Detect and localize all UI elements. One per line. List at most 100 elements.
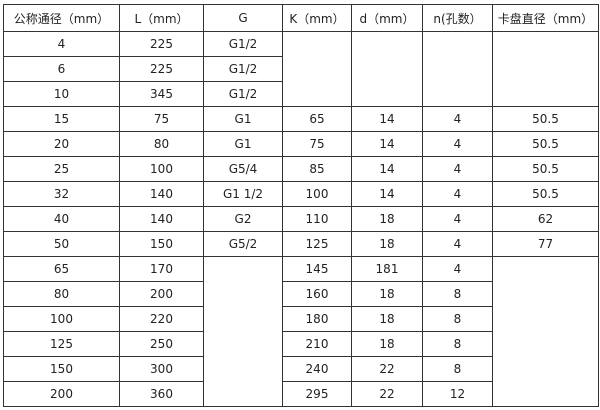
cell-d: 14 [351,131,423,157]
specification-table: 公称通径（mm） L（mm） G K（mm） d（mm） n(孔数） 卡盘直径（… [3,4,599,407]
table-row: 15 75 G1 65 14 4 50.5 [3,106,599,132]
cell-length: 250 [119,331,204,357]
cell-k: 160 [282,281,352,307]
header-row: 公称通径（mm） L（mm） G K（mm） d（mm） n(孔数） 卡盘直径（… [3,4,599,32]
table-row: 50 150 G5/2 125 18 4 77 [3,231,599,257]
cell-nominal-diameter: 125 [3,331,120,357]
cell-thread-g: G1/2 [203,56,283,82]
cell-thread-g: G1/2 [203,31,283,57]
cell-hole-count: 4 [422,181,493,207]
cell-length: 80 [119,131,204,157]
cell-k: 180 [282,306,352,332]
cell-d: 14 [351,156,423,182]
cell-hole-count: 4 [422,131,493,157]
cell-nominal-diameter: 65 [3,256,120,282]
cell-nominal-diameter: 15 [3,106,120,132]
cell-chuck-diameter-empty [492,31,599,107]
cell-chuck-diameter-empty [492,256,599,407]
cell-nominal-diameter: 200 [3,381,120,407]
cell-k-empty [282,31,352,107]
cell-d: 22 [351,356,423,382]
cell-thread-g: G5/4 [203,156,283,182]
cell-nominal-diameter: 40 [3,206,120,232]
header-length: L（mm） [119,4,204,32]
cell-chuck-diameter: 50.5 [492,156,599,182]
cell-d: 18 [351,231,423,257]
cell-d: 18 [351,306,423,332]
cell-k: 85 [282,156,352,182]
table-row: 25 100 G5/4 85 14 4 50.5 [3,156,599,182]
cell-d-empty [351,31,423,107]
cell-length: 100 [119,156,204,182]
header-chuck-diameter: 卡盘直径（mm） [492,4,599,32]
cell-length: 140 [119,206,204,232]
cell-chuck-diameter: 62 [492,206,599,232]
table-row: 4 225 G1/2 [3,31,599,107]
cell-nominal-diameter: 20 [3,131,120,157]
cell-k: 110 [282,206,352,232]
table-row: 150 300 240 22 8 [3,356,599,382]
cell-chuck-diameter: 50.5 [492,131,599,157]
cell-thread-g: G1 1/2 [203,181,283,207]
header-hole-count: n(孔数） [422,4,493,32]
table-row: 200 360 295 22 12 [3,381,599,407]
cell-length: 300 [119,356,204,382]
cell-k: 65 [282,106,352,132]
cell-d: 22 [351,381,423,407]
cell-hole-count: 4 [422,156,493,182]
header-nominal-diameter: 公称通径（mm） [3,4,120,32]
cell-length: 200 [119,281,204,307]
cell-hole-count: 4 [422,206,493,232]
cell-hole-count: 4 [422,256,493,282]
table-row: 32 140 G1 1/2 100 14 4 50.5 [3,181,599,207]
cell-length: 150 [119,231,204,257]
cell-nominal-diameter: 150 [3,356,120,382]
cell-nominal-diameter: 32 [3,181,120,207]
cell-thread-g: G1 [203,106,283,132]
cell-thread-g: G1/2 [203,81,283,107]
cell-thread-g: G5/2 [203,231,283,257]
table-row: 65 170 145 181 4 [3,256,599,407]
cell-chuck-diameter: 50.5 [492,106,599,132]
cell-hole-count-empty [422,31,493,107]
cell-length: 225 [119,31,204,57]
cell-k: 210 [282,331,352,357]
cell-length: 345 [119,81,204,107]
cell-chuck-diameter: 50.5 [492,181,599,207]
cell-length: 170 [119,256,204,282]
cell-k: 125 [282,231,352,257]
cell-d: 18 [351,281,423,307]
cell-d: 14 [351,106,423,132]
cell-hole-count: 4 [422,106,493,132]
cell-hole-count: 4 [422,231,493,257]
header-thread-g: G [203,4,283,32]
cell-hole-count: 12 [422,381,493,407]
cell-nominal-diameter: 10 [3,81,120,107]
cell-length: 225 [119,56,204,82]
cell-d: 14 [351,181,423,207]
cell-d: 18 [351,331,423,357]
cell-thread-g: G2 [203,206,283,232]
cell-d: 181 [351,256,423,282]
header-k: K（mm） [282,4,352,32]
cell-nominal-diameter: 50 [3,231,120,257]
cell-k: 75 [282,131,352,157]
cell-length: 220 [119,306,204,332]
cell-chuck-diameter: 77 [492,231,599,257]
cell-hole-count: 8 [422,281,493,307]
cell-thread-g-empty [203,256,283,407]
cell-k: 240 [282,356,352,382]
cell-k: 100 [282,181,352,207]
cell-nominal-diameter: 25 [3,156,120,182]
table-row: 6 225 G1/2 [3,56,599,82]
cell-nominal-diameter: 6 [3,56,120,82]
table-row: 80 200 160 18 8 [3,281,599,307]
cell-nominal-diameter: 4 [3,31,120,57]
header-d: d（mm） [351,4,423,32]
table-row: 20 80 G1 75 14 4 50.5 [3,131,599,157]
table-row: 40 140 G2 110 18 4 62 [3,206,599,232]
cell-thread-g: G1 [203,131,283,157]
table-row: 125 250 210 18 8 [3,331,599,357]
cell-k: 295 [282,381,352,407]
cell-length: 140 [119,181,204,207]
